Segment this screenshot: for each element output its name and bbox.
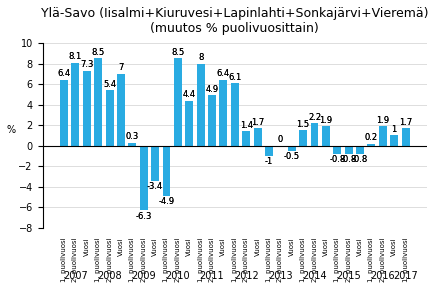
Text: -0.8: -0.8	[352, 155, 368, 164]
Text: 7: 7	[118, 63, 124, 72]
Text: 8.5: 8.5	[171, 48, 184, 57]
Bar	[185, 101, 193, 146]
Title: Ylä-Savo (Iisalmi+Kiuruvesi+Lapinlahti+Sonkajärvi+Vieremä)
(muutos % puolivuosit: Ylä-Savo (Iisalmi+Kiuruvesi+Lapinlahti+S…	[41, 7, 428, 35]
Text: -0.5: -0.5	[284, 152, 300, 161]
Text: -4.9: -4.9	[158, 197, 174, 206]
Bar	[253, 128, 262, 146]
Text: 1.4: 1.4	[240, 121, 253, 130]
Text: 4.4: 4.4	[183, 90, 196, 99]
Text: 5.4: 5.4	[103, 80, 116, 89]
Text: 0.3: 0.3	[126, 132, 139, 141]
Text: 4.4: 4.4	[183, 90, 196, 99]
Bar	[174, 58, 182, 146]
Bar	[310, 123, 319, 146]
Bar	[105, 90, 114, 146]
Bar	[128, 142, 136, 146]
Text: -4.9: -4.9	[158, 197, 174, 206]
Bar	[197, 64, 204, 146]
Text: -0.8: -0.8	[341, 155, 357, 164]
Bar	[379, 126, 387, 146]
Text: 6.4: 6.4	[57, 69, 71, 78]
Bar	[231, 83, 239, 146]
Text: 1.7: 1.7	[399, 118, 412, 127]
Bar	[401, 128, 410, 146]
Bar	[345, 146, 353, 154]
Text: -6.3: -6.3	[135, 212, 152, 221]
Text: 1.5: 1.5	[296, 120, 310, 129]
Bar	[72, 62, 79, 146]
Text: 1.7: 1.7	[251, 118, 264, 127]
Text: 2.2: 2.2	[308, 112, 321, 122]
Text: 8: 8	[198, 53, 204, 62]
Bar	[288, 146, 296, 151]
Text: -0.8: -0.8	[329, 155, 345, 164]
Text: 1.4: 1.4	[240, 121, 253, 130]
Text: -3.4: -3.4	[147, 182, 163, 191]
Text: -0.8: -0.8	[352, 155, 368, 164]
Bar	[140, 146, 148, 210]
Text: -1: -1	[265, 158, 273, 166]
Y-axis label: %: %	[7, 125, 16, 135]
Text: 8.1: 8.1	[69, 52, 82, 61]
Bar	[322, 126, 330, 146]
Bar	[94, 58, 102, 146]
Text: 1.9: 1.9	[319, 116, 332, 125]
Bar	[208, 95, 216, 146]
Text: 4.9: 4.9	[205, 85, 219, 94]
Text: 1.7: 1.7	[399, 118, 412, 127]
Bar	[60, 80, 68, 146]
Bar	[220, 80, 227, 146]
Bar	[162, 146, 171, 196]
Text: 1.9: 1.9	[376, 116, 389, 125]
Text: 0: 0	[278, 135, 283, 144]
Text: 0: 0	[278, 135, 283, 144]
Text: 6.4: 6.4	[217, 69, 230, 78]
Bar	[151, 146, 159, 181]
Text: 1: 1	[391, 125, 397, 134]
Text: -3.4: -3.4	[147, 182, 163, 191]
Text: 8.5: 8.5	[92, 48, 105, 57]
Text: 0.2: 0.2	[365, 133, 378, 142]
Bar	[117, 74, 125, 146]
Text: 4.9: 4.9	[205, 85, 219, 94]
Bar	[356, 146, 364, 154]
Text: 1.9: 1.9	[319, 116, 332, 125]
Text: 8.5: 8.5	[171, 48, 184, 57]
Text: 0.2: 0.2	[365, 133, 378, 142]
Text: 5.4: 5.4	[103, 80, 116, 89]
Text: 1.7: 1.7	[251, 118, 264, 127]
Text: 7.3: 7.3	[80, 60, 93, 69]
Text: 7.3: 7.3	[80, 60, 93, 69]
Text: 8.1: 8.1	[69, 52, 82, 61]
Text: -0.5: -0.5	[284, 152, 300, 161]
Text: 2.2: 2.2	[308, 112, 321, 122]
Text: 1: 1	[391, 125, 397, 134]
Text: 6.4: 6.4	[217, 69, 230, 78]
Text: 1.9: 1.9	[376, 116, 389, 125]
Text: -0.8: -0.8	[329, 155, 345, 164]
Text: 6.4: 6.4	[57, 69, 71, 78]
Bar	[368, 144, 375, 146]
Bar	[333, 146, 341, 154]
Text: -6.3: -6.3	[135, 212, 152, 221]
Text: 8.5: 8.5	[92, 48, 105, 57]
Text: 1.5: 1.5	[296, 120, 310, 129]
Text: -0.8: -0.8	[341, 155, 357, 164]
Bar	[299, 130, 307, 146]
Bar	[265, 146, 273, 156]
Text: -1: -1	[265, 158, 273, 166]
Bar	[83, 71, 91, 146]
Bar	[390, 135, 398, 146]
Bar	[242, 131, 250, 146]
Text: 7: 7	[118, 63, 124, 72]
Text: 6.1: 6.1	[228, 73, 241, 81]
Text: 0.3: 0.3	[126, 132, 139, 141]
Text: 8: 8	[198, 53, 204, 62]
Text: 6.1: 6.1	[228, 73, 241, 81]
